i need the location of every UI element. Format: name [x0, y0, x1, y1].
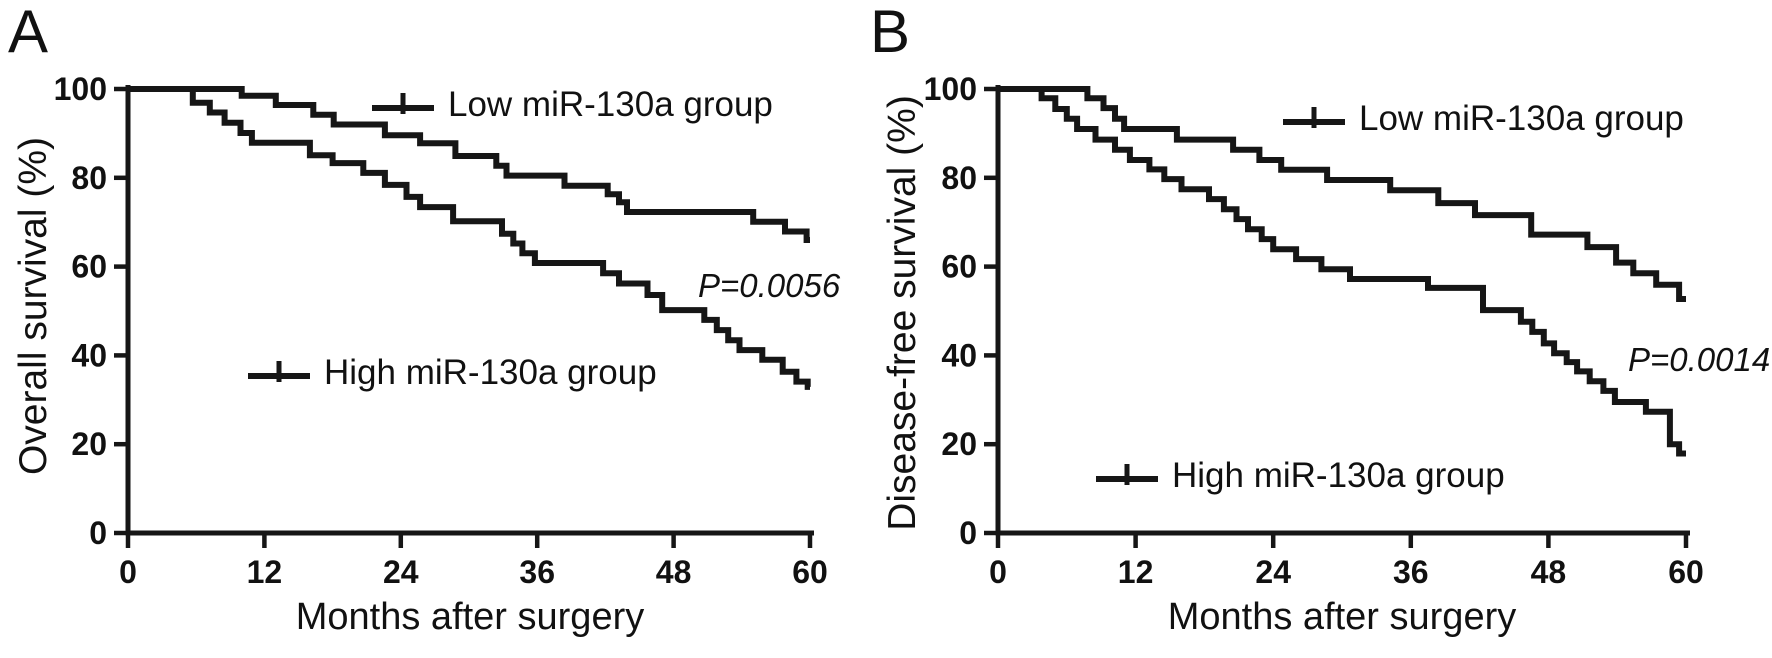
y-tick-label: 80 [71, 160, 107, 196]
p-value-a: P=0.0056 [698, 267, 841, 304]
survival-curve-high-group [128, 86, 811, 390]
x-tick-label: 24 [383, 554, 419, 590]
x-tick-label: 36 [1393, 554, 1429, 590]
y-tick-label: 40 [941, 337, 977, 373]
x-axis-title-b: Months after surgery [1167, 596, 1517, 638]
legend-a-high-label: High miR-130a group [324, 353, 657, 392]
panel-letter-b: B [870, 0, 911, 65]
y-tick-label: 100 [924, 71, 977, 107]
legend-a-low-group: Low miR-130a group [370, 85, 773, 125]
x-tick-label: 0 [119, 554, 137, 590]
y-tick-label: 100 [54, 71, 107, 107]
y-axis-title-overall-survival: Overall survival (%) [12, 136, 55, 476]
x-tick-label: 60 [1668, 554, 1704, 590]
panel-letter-a: A [8, 0, 49, 65]
axis-lines [125, 85, 814, 536]
y-tick-label: 0 [89, 515, 107, 551]
legend-b-high-label: High miR-130a group [1172, 456, 1505, 495]
legend-b-low-group: Low miR-130a group [1281, 99, 1684, 139]
y-tick-label: 0 [959, 515, 977, 551]
y-tick-label: 20 [941, 426, 977, 462]
p-value-b: P=0.0014 [1628, 341, 1771, 378]
x-tick-label: 24 [1255, 554, 1291, 590]
x-tick-label: 12 [1118, 554, 1154, 590]
survival-curve-high-group [998, 86, 1686, 457]
legend-b-high-group: High miR-130a group [1094, 456, 1505, 496]
x-tick-label: 0 [989, 554, 1007, 590]
legend-b-low-label: Low miR-130a group [1359, 99, 1684, 138]
x-tick-label: 48 [656, 554, 692, 590]
legend-a-low-label: Low miR-130a group [448, 85, 773, 124]
axis-lines [995, 85, 1690, 536]
censor-tick-marker-icon [1096, 464, 1158, 485]
y-tick-label: 60 [71, 249, 107, 285]
y-tick-label: 80 [941, 160, 977, 196]
x-tick-label: 36 [519, 554, 555, 590]
y-tick-label: 20 [71, 426, 107, 462]
y-tick-label: 60 [941, 249, 977, 285]
survival-curve-low-group [128, 86, 810, 243]
x-tick-label: 12 [247, 554, 283, 590]
x-tick-label: 60 [792, 554, 828, 590]
censor-tick-marker-icon [1283, 107, 1345, 128]
y-tick-label: 40 [71, 337, 107, 373]
legend-a-high-group: High miR-130a group [246, 353, 657, 393]
survival-curve-low-group [998, 86, 1686, 302]
censor-tick-marker-icon [372, 93, 434, 114]
censor-tick-marker-icon [248, 361, 310, 382]
y-axis-title-disease-free-survival: Disease-free survival (%) [881, 95, 924, 531]
x-axis-title-a: Months after surgery [295, 596, 645, 638]
x-tick-label: 48 [1531, 554, 1567, 590]
